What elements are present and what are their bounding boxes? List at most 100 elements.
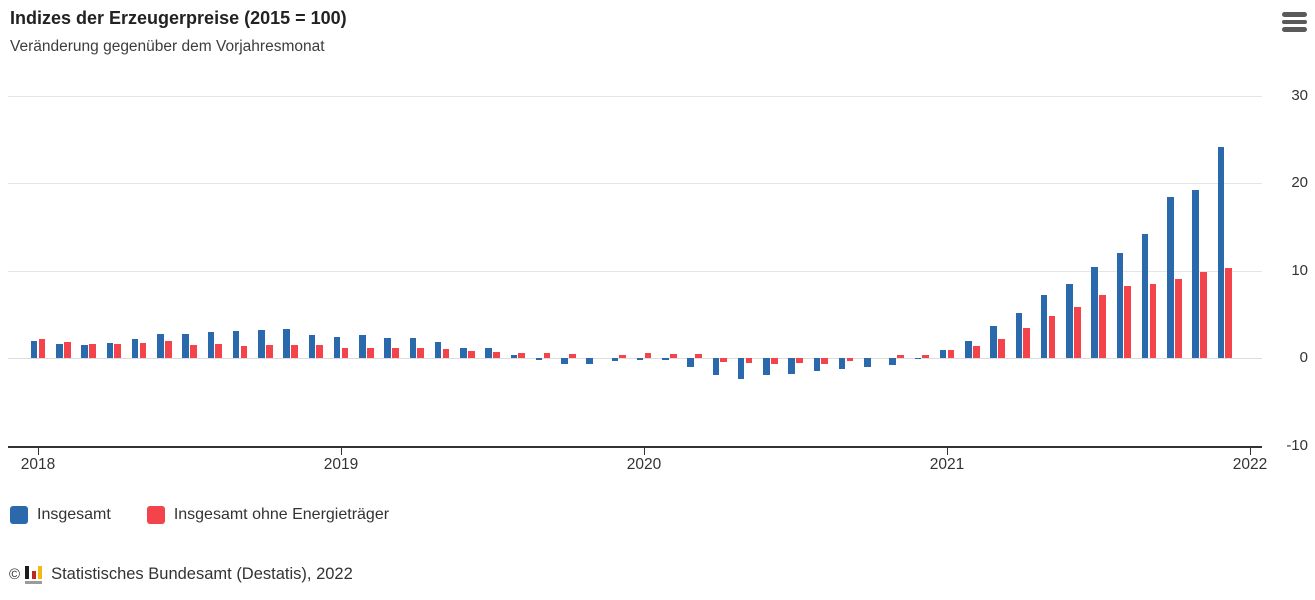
bar-insgesamt-m29[interactable] xyxy=(737,358,745,379)
bar-ohne-energietraeger-m13[interactable] xyxy=(341,347,349,358)
bar-insgesamt-m22[interactable] xyxy=(561,358,568,365)
bar-insgesamt-m28[interactable] xyxy=(712,358,720,376)
bar-insgesamt-m10[interactable] xyxy=(258,330,265,358)
bar-insgesamt-m45[interactable] xyxy=(1141,234,1149,358)
bar-ohne-energietraeger-m14[interactable] xyxy=(366,347,374,358)
bar-ohne-energietraeger-m33[interactable] xyxy=(846,358,854,361)
bar-ohne-energietraeger-m6[interactable] xyxy=(164,341,172,358)
bar-ohne-energietraeger-m37[interactable] xyxy=(947,350,955,358)
bar-insgesamt-m8[interactable] xyxy=(207,331,215,358)
bar-ohne-energietraeger-m11[interactable] xyxy=(291,344,298,358)
bar-ohne-energietraeger-m41[interactable] xyxy=(1048,316,1056,358)
bar-ohne-energietraeger-m21[interactable] xyxy=(543,352,551,358)
bar-ohne-energietraeger-m15[interactable] xyxy=(392,347,399,358)
bar-insgesamt-m31[interactable] xyxy=(788,358,795,374)
bar-insgesamt-m40[interactable] xyxy=(1015,312,1023,358)
bar-insgesamt-m1[interactable] xyxy=(30,341,38,358)
bar-insgesamt-m7[interactable] xyxy=(182,333,189,358)
bar-ohne-energietraeger-m27[interactable] xyxy=(695,353,702,358)
bar-insgesamt-m42[interactable] xyxy=(1066,283,1073,358)
bar-ohne-energietraeger-m24[interactable] xyxy=(619,355,627,358)
bar-ohne-energietraeger-m32[interactable] xyxy=(821,358,829,365)
chart-export-menu-button[interactable] xyxy=(1282,12,1308,38)
bar-ohne-energietraeger-m22[interactable] xyxy=(568,353,576,358)
bar-ohne-energietraeger-m1[interactable] xyxy=(38,338,46,358)
bar-ohne-energietraeger-m17[interactable] xyxy=(442,349,450,358)
bar-insgesamt-m16[interactable] xyxy=(409,337,417,358)
bar-ohne-energietraeger-m30[interactable] xyxy=(770,358,778,365)
bar-insgesamt-m33[interactable] xyxy=(838,358,846,370)
bar-insgesamt-m41[interactable] xyxy=(1040,295,1048,358)
bar-ohne-energietraeger-m47[interactable] xyxy=(1200,272,1207,358)
bar-insgesamt-m27[interactable] xyxy=(687,358,694,367)
bar-insgesamt-m20[interactable] xyxy=(510,355,518,358)
bar-ohne-energietraeger-m31[interactable] xyxy=(796,358,803,364)
bar-insgesamt-m9[interactable] xyxy=(232,330,240,358)
bar-ohne-energietraeger-m42[interactable] xyxy=(1073,307,1081,358)
bar-ohne-energietraeger-m35[interactable] xyxy=(897,355,904,358)
legend-item-ohne-energietraeger[interactable]: Insgesamt ohne Energieträger xyxy=(146,506,390,524)
bar-ohne-energietraeger-m46[interactable] xyxy=(1174,278,1182,358)
bar-ohne-energietraeger-m19[interactable] xyxy=(493,351,500,358)
bar-insgesamt-m32[interactable] xyxy=(813,358,821,372)
bar-ohne-energietraeger-m43[interactable] xyxy=(1099,295,1106,358)
bar-ohne-energietraeger-m3[interactable] xyxy=(89,344,96,358)
bar-ohne-energietraeger-m44[interactable] xyxy=(1124,285,1132,358)
bar-insgesamt-m35[interactable] xyxy=(889,358,896,365)
bar-ohne-energietraeger-m9[interactable] xyxy=(240,345,248,358)
bar-insgesamt-m12[interactable] xyxy=(308,335,316,358)
bar-ohne-energietraeger-m2[interactable] xyxy=(63,342,71,358)
bar-insgesamt-m30[interactable] xyxy=(763,358,770,376)
bar-ohne-energietraeger-m16[interactable] xyxy=(417,348,425,358)
bar-ohne-energietraeger-m8[interactable] xyxy=(215,344,223,358)
legend-label: Insgesamt ohne Energieträger xyxy=(173,506,390,523)
bar-ohne-energietraeger-m5[interactable] xyxy=(139,343,147,358)
bar-ohne-energietraeger-m4[interactable] xyxy=(114,344,122,358)
legend-item-insgesamt[interactable]: Insgesamt xyxy=(10,506,111,524)
bar-insgesamt-m2[interactable] xyxy=(56,344,63,358)
bar-insgesamt-m11[interactable] xyxy=(283,329,290,358)
bar-insgesamt-m13[interactable] xyxy=(333,337,341,358)
bar-insgesamt-m37[interactable] xyxy=(939,350,947,358)
bar-ohne-energietraeger-m48[interactable] xyxy=(1225,268,1233,358)
bar-insgesamt-m19[interactable] xyxy=(485,348,492,358)
bar-insgesamt-m6[interactable] xyxy=(157,333,164,358)
bar-insgesamt-m15[interactable] xyxy=(384,337,391,358)
bar-ohne-energietraeger-m39[interactable] xyxy=(998,338,1005,358)
bar-ohne-energietraeger-m12[interactable] xyxy=(316,344,324,358)
bar-insgesamt-m21[interactable] xyxy=(535,358,543,360)
bar-insgesamt-m4[interactable] xyxy=(106,343,114,358)
bar-ohne-energietraeger-m10[interactable] xyxy=(265,344,273,358)
bar-insgesamt-m47[interactable] xyxy=(1192,190,1199,358)
bar-insgesamt-m43[interactable] xyxy=(1091,267,1098,358)
bar-ohne-energietraeger-m25[interactable] xyxy=(644,352,652,358)
bar-ohne-energietraeger-m28[interactable] xyxy=(720,358,728,363)
bar-ohne-energietraeger-m38[interactable] xyxy=(972,345,980,358)
bar-insgesamt-m26[interactable] xyxy=(662,358,669,360)
bar-insgesamt-m14[interactable] xyxy=(359,335,366,358)
bar-ohne-energietraeger-m18[interactable] xyxy=(467,351,475,358)
bar-insgesamt-m5[interactable] xyxy=(131,338,139,358)
bar-insgesamt-m48[interactable] xyxy=(1217,146,1225,358)
bar-insgesamt-m3[interactable] xyxy=(81,344,88,358)
bar-ohne-energietraeger-m45[interactable] xyxy=(1149,283,1157,358)
bar-insgesamt-m46[interactable] xyxy=(1167,197,1174,358)
bar-insgesamt-m38[interactable] xyxy=(965,341,972,358)
bar-insgesamt-m25[interactable] xyxy=(636,358,644,360)
bar-ohne-energietraeger-m20[interactable] xyxy=(518,352,526,358)
bar-insgesamt-m17[interactable] xyxy=(434,342,442,358)
bar-ohne-energietraeger-m36[interactable] xyxy=(922,355,930,358)
bar-insgesamt-m36[interactable] xyxy=(914,358,922,359)
bar-ohne-energietraeger-m26[interactable] xyxy=(669,353,677,358)
bar-ohne-energietraeger-m29[interactable] xyxy=(745,358,753,364)
bar-insgesamt-m44[interactable] xyxy=(1116,253,1124,358)
bar-insgesamt-m39[interactable] xyxy=(990,325,997,358)
x-axis-tick xyxy=(644,448,645,455)
bar-insgesamt-m18[interactable] xyxy=(460,347,467,358)
bar-insgesamt-m23[interactable] xyxy=(586,358,593,365)
gridline xyxy=(8,270,1262,272)
bar-insgesamt-m24[interactable] xyxy=(611,358,619,361)
bar-ohne-energietraeger-m7[interactable] xyxy=(190,344,197,358)
bar-insgesamt-m34[interactable] xyxy=(864,358,871,367)
bar-ohne-energietraeger-m40[interactable] xyxy=(1023,328,1031,358)
